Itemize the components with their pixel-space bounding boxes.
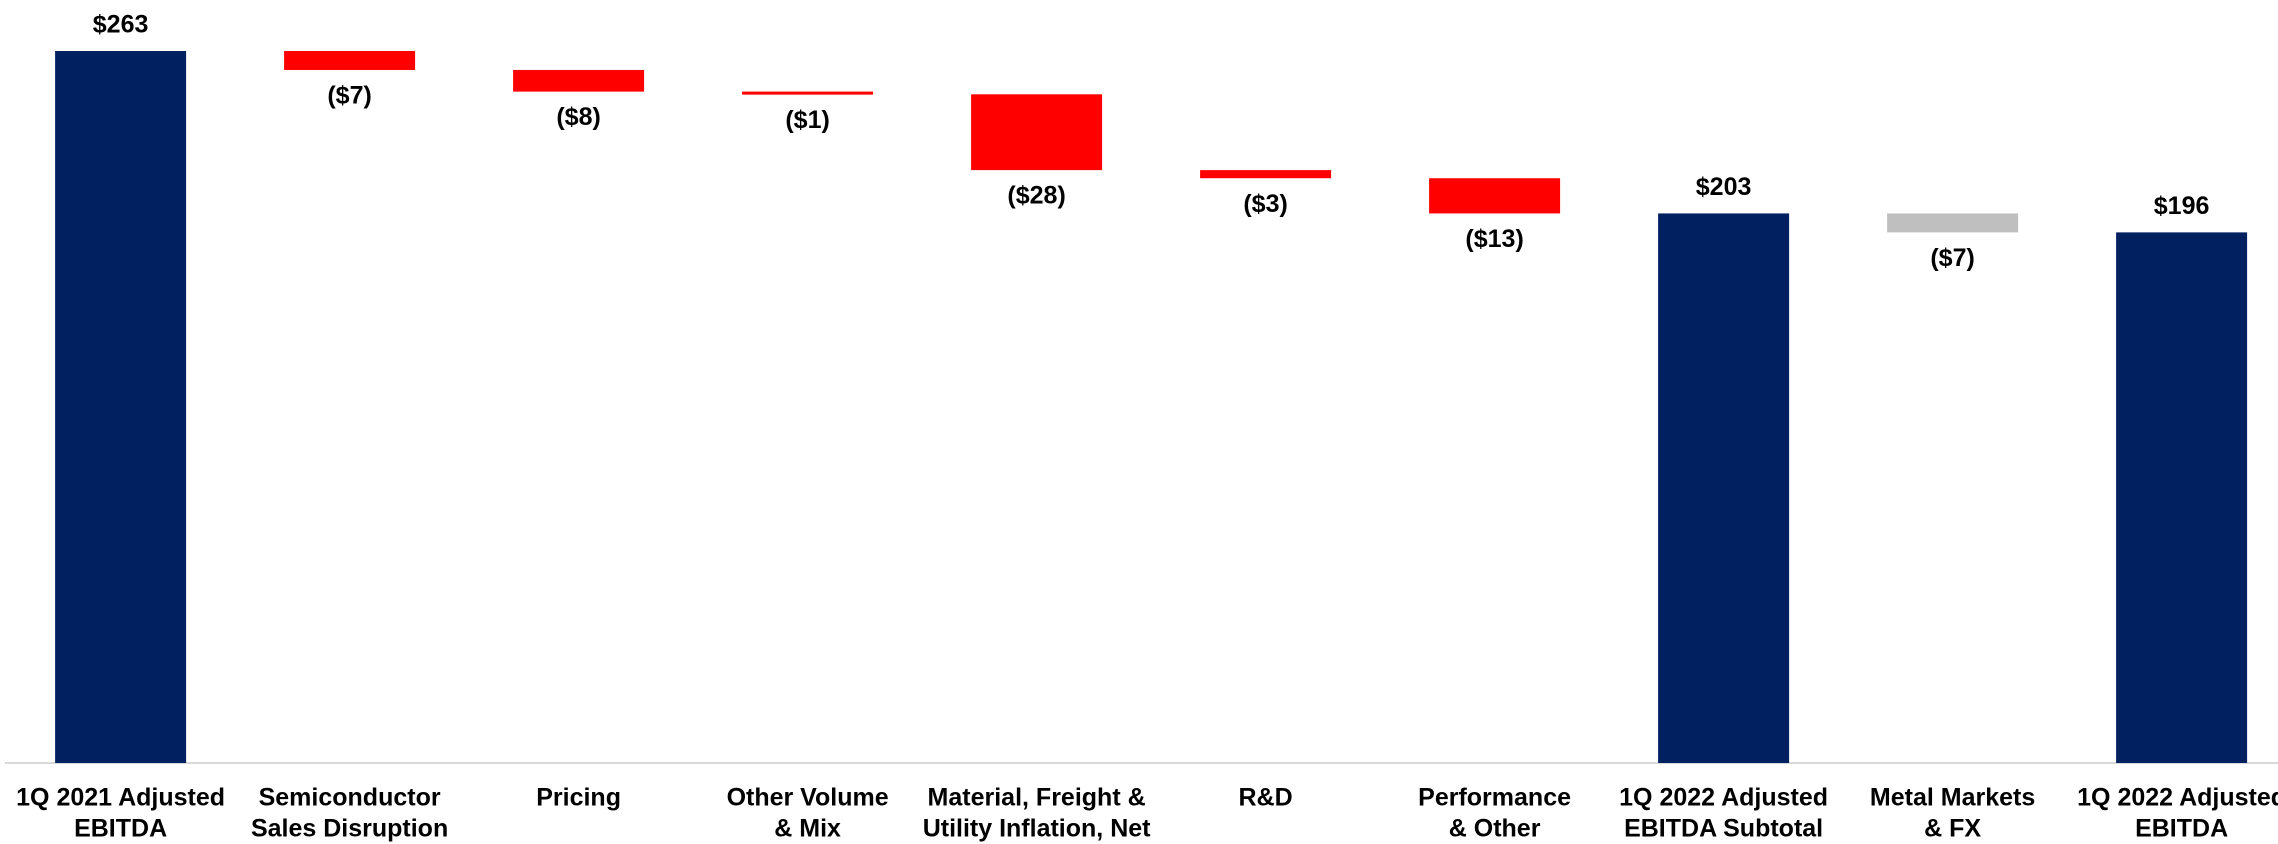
x-tick-label: Sales Disruption [251,815,448,843]
x-tick-label: & Mix [774,815,841,843]
value-label: $263 [93,11,149,39]
value-label: $203 [1696,173,1752,201]
bar [1429,178,1561,214]
bar [1200,170,1332,179]
value-label: ($7) [327,82,371,110]
x-tick-label: EBITDA Subtotal [1624,815,1823,843]
x-tick-label: Pricing [536,784,621,812]
value-label: ($13) [1465,225,1523,253]
value-label: ($28) [1007,182,1065,210]
x-tick-label: EBITDA [2135,815,2228,843]
value-label: ($7) [1930,244,1974,272]
value-label: ($1) [785,106,829,134]
bar [2116,232,2248,763]
value-label: ($3) [1243,190,1287,218]
bar [742,91,874,95]
x-tick-label: Material, Freight & [928,784,1146,812]
x-tick-label: 1Q 2022 Adjusted [1619,784,1828,812]
x-tick-label: Performance [1418,784,1571,812]
bar [284,51,416,70]
x-tick-label: Semiconductor [259,784,441,812]
x-tick-label: R&D [1239,784,1293,812]
x-tick-label: 1Q 2021 Adjusted [16,784,225,812]
x-tick-label: & FX [1924,815,1981,843]
value-label: ($8) [556,103,600,131]
bar [1887,213,2019,233]
bar [513,69,645,92]
x-tick-label: Utility Inflation, Net [923,815,1151,843]
bar [55,51,187,763]
x-tick-label: 1Q 2022 Adjusted [2077,784,2278,812]
x-tick-label: & Other [1449,815,1541,843]
x-tick-label: Metal Markets [1870,784,2035,812]
x-tick-label: Other Volume [727,784,889,812]
value-label: $196 [2154,192,2210,220]
bar [1658,213,1790,763]
bar [971,94,1103,171]
x-tick-label: EBITDA [74,815,167,843]
